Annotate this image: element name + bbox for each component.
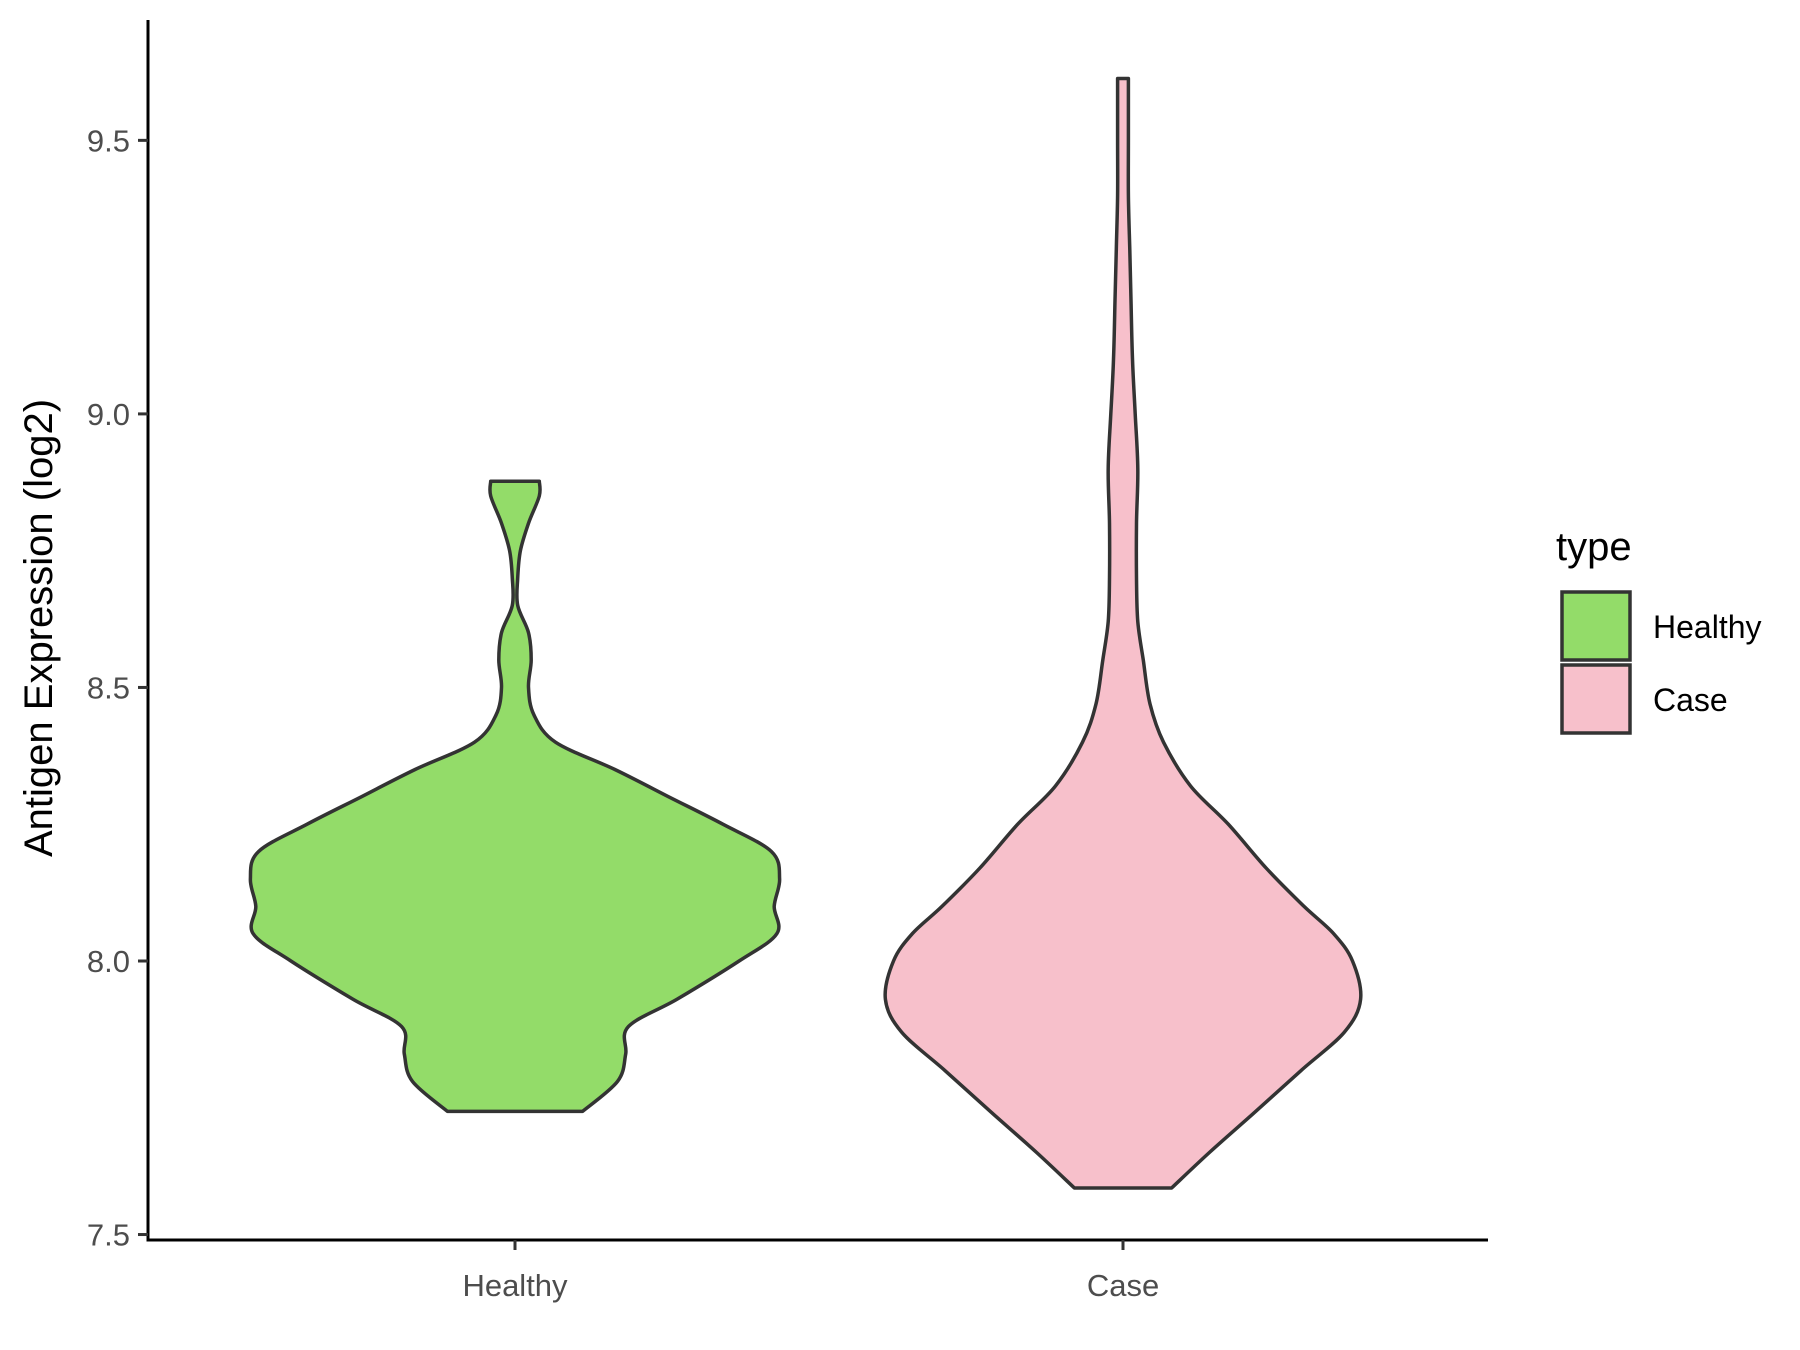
violin-case bbox=[883, 76, 1363, 1190]
legend-label-case: Case bbox=[1653, 682, 1728, 718]
y-axis-title: Antigen Expression (log2) bbox=[17, 399, 61, 857]
y-tick-label: 9.5 bbox=[87, 123, 130, 158]
violin-healthy bbox=[248, 479, 782, 1114]
legend-label-healthy: Healthy bbox=[1653, 609, 1762, 645]
legend: type Healthy Case bbox=[1556, 525, 1762, 735]
x-axis-ticks: Healthy Case bbox=[462, 1240, 1159, 1303]
y-tick-label: 7.5 bbox=[87, 1218, 130, 1253]
violins-layer bbox=[248, 76, 1363, 1190]
legend-swatch-case bbox=[1560, 663, 1632, 735]
x-tick-label-case: Case bbox=[1087, 1268, 1159, 1303]
legend-swatch-healthy bbox=[1560, 590, 1632, 662]
y-tick-label: 9.0 bbox=[87, 397, 130, 432]
y-tick-label: 8.0 bbox=[87, 944, 130, 979]
y-tick-label: 8.5 bbox=[87, 670, 130, 705]
x-tick-label-healthy: Healthy bbox=[462, 1268, 568, 1303]
legend-title: type bbox=[1556, 525, 1632, 569]
y-axis-ticks: 7.5 8.0 8.5 9.0 9.5 bbox=[87, 123, 148, 1253]
